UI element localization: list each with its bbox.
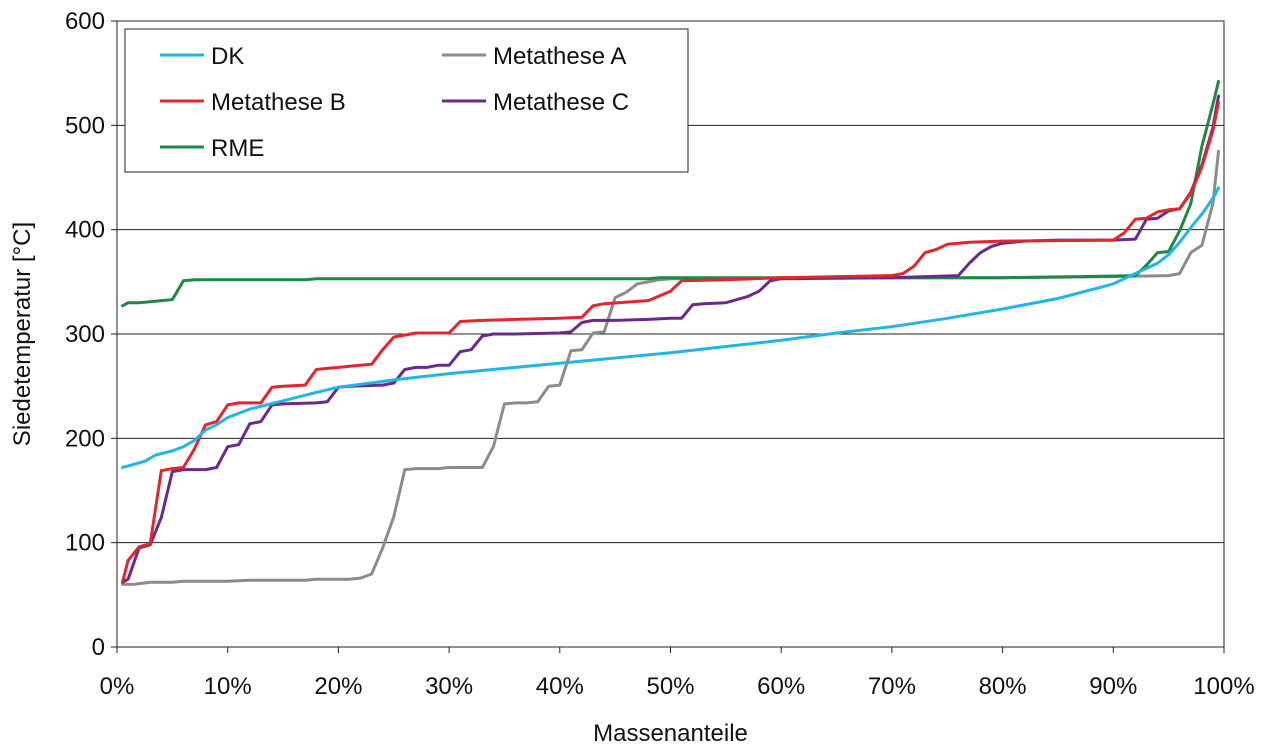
y-tick-label: 200 — [65, 425, 105, 452]
legend-label: DK — [211, 43, 244, 70]
y-axis-ticks: 0 100 200 300 400 500 600 — [65, 8, 117, 661]
legend-label: Metathese B — [211, 89, 346, 116]
series-line — [121, 80, 1220, 308]
x-tick-label: 60% — [757, 673, 805, 700]
y-tick-label: 600 — [65, 8, 105, 35]
y-tick-label: 400 — [65, 217, 105, 244]
x-tick-label: 70% — [868, 673, 916, 700]
y-tick-label: 300 — [65, 321, 105, 348]
y-tick-label: 100 — [65, 530, 105, 557]
x-tick-label: 50% — [646, 673, 694, 700]
legend-label: Metathese A — [493, 43, 626, 70]
y-axis-label: Siedetemperatur [°C] — [9, 222, 36, 446]
x-tick-label: 100% — [1193, 673, 1254, 700]
series-line — [121, 186, 1220, 469]
legend-label: Metathese C — [493, 89, 629, 116]
x-tick-label: 0% — [100, 673, 135, 700]
x-axis-ticks: 0% 10% 20% 30% 40% 50% 60% 70% 80% 90% 100% — [100, 647, 1255, 700]
x-tick-label: 40% — [536, 673, 584, 700]
x-tick-label: 90% — [1089, 673, 1137, 700]
x-tick-label: 30% — [425, 673, 473, 700]
x-tick-label: 80% — [979, 673, 1027, 700]
series-layer — [121, 80, 1220, 586]
y-tick-label: 500 — [65, 112, 105, 139]
x-tick-label: 10% — [204, 673, 252, 700]
x-axis-label: Massenanteile — [593, 720, 748, 747]
y-tick-label: 0 — [92, 634, 105, 661]
legend-box — [124, 28, 689, 173]
legend: DK Metathese A Metathese B Metathese C RME — [124, 28, 689, 173]
series-line — [121, 100, 1220, 584]
legend-label: RME — [211, 135, 264, 162]
x-tick-label: 20% — [314, 673, 362, 700]
